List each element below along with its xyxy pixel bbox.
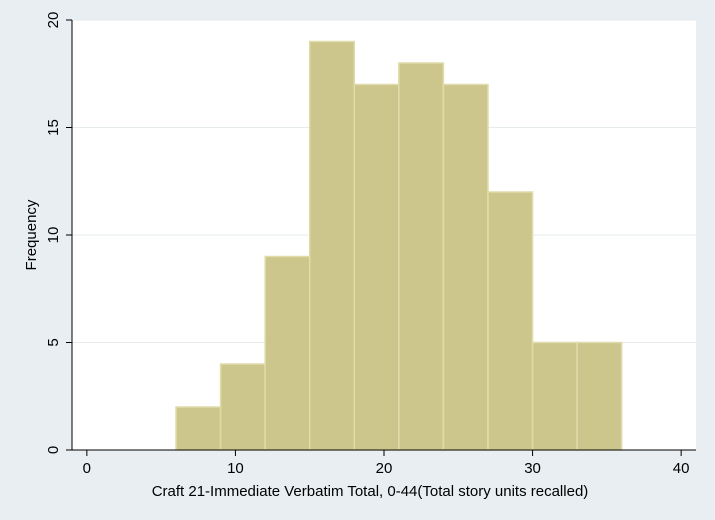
y-tick-label: 20 <box>45 12 62 29</box>
histogram-bar <box>175 406 222 451</box>
histogram-bar <box>487 191 534 451</box>
x-tick-label: 40 <box>673 460 690 477</box>
histogram-bar <box>353 83 400 451</box>
x-tick-label: 20 <box>376 460 393 477</box>
x-tick-label: 10 <box>227 460 244 477</box>
histogram-bar <box>442 83 489 451</box>
y-tick-label: 5 <box>45 338 62 346</box>
x-tick-label: 30 <box>524 460 541 477</box>
y-tick-label: 10 <box>45 227 62 244</box>
histogram-bar <box>531 341 578 451</box>
histogram-bar <box>398 62 445 451</box>
x-axis-title: Craft 21-Immediate Verbatim Total, 0-44(… <box>152 483 589 500</box>
y-tick-label: 0 <box>45 446 62 454</box>
histogram-bar <box>219 363 266 451</box>
histogram-bar <box>264 255 311 451</box>
x-tick-label: 0 <box>83 460 91 477</box>
y-tick-label: 15 <box>45 119 62 136</box>
y-axis-title: Frequency <box>23 199 40 270</box>
histogram-bars <box>175 40 623 451</box>
axes: 0 5 10 15 20 0 10 20 30 40 <box>45 12 696 477</box>
histogram-bar <box>308 40 356 451</box>
histogram-bar <box>576 341 623 451</box>
